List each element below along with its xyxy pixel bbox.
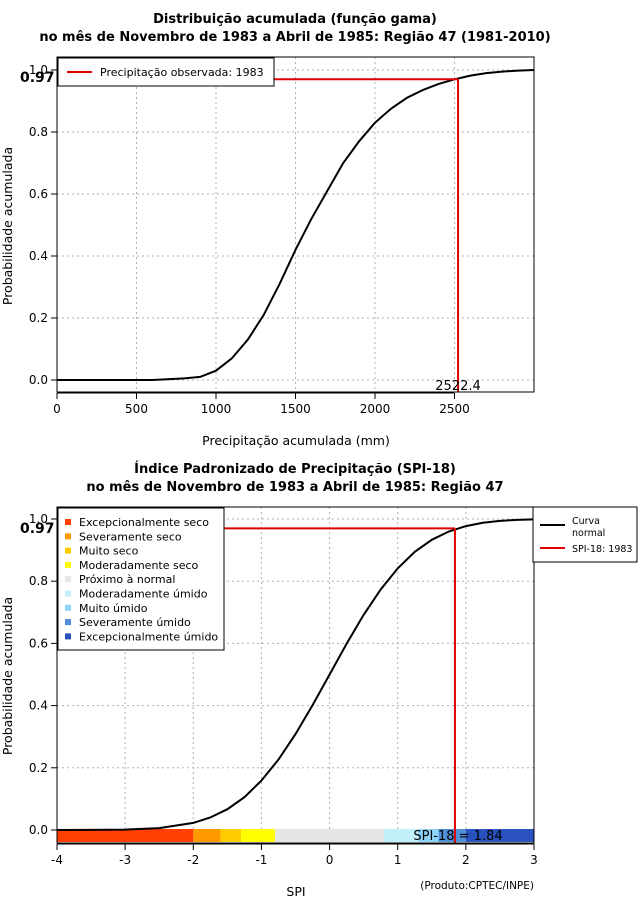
chart-2-xtick-label-4: 0 [326, 853, 334, 867]
chart-1-ytick-label-0: 0.0 [29, 373, 48, 387]
chart-2-category-label-7: Severamente úmido [79, 616, 191, 629]
chart-2-band-1 [193, 829, 221, 842]
chart-2-band-7 [438, 829, 466, 842]
chart-1-subtitle: no mês de Novembro de 1983 a Abril de 19… [39, 30, 550, 45]
chart-1-series [57, 69, 535, 381]
chart-2-band-8 [465, 829, 534, 842]
chart-2-category-swatch-2 [65, 547, 71, 554]
chart-1-observed-x-label: 2522.4 [435, 379, 481, 394]
chart-2-xlabel: SPI [286, 884, 305, 899]
chart-2-curve-legend-box [532, 506, 638, 563]
chart-2-xtick-label-5: 1 [394, 853, 402, 867]
chart-2-ytick-label-4: 0.8 [29, 574, 48, 588]
chart-1-ytick-label-4: 0.8 [29, 125, 48, 139]
chart-2-category-label-8: Excepcionalmente úmido [79, 630, 218, 643]
chart-2-series-line-0 [56, 518, 535, 831]
chart-1-series-line-0 [57, 69, 535, 381]
chart-2-xtick-label-2: -2 [187, 853, 199, 867]
chart-2-ylabel: Probabilidade acumulada [0, 597, 15, 755]
chart-2-band-2 [220, 829, 241, 842]
chart-2-curve-legend: Curva normal SPI-18: 1983 [532, 506, 638, 563]
chart-2-category-swatch-0 [65, 519, 71, 525]
chart-1-legend-box [57, 57, 275, 87]
chart-1-observed-lines [57, 78, 460, 392]
chart-2-category-label-0: Excepcionalmente seco [79, 516, 209, 529]
chart-2-category-swatch-3 [65, 561, 71, 568]
chart-2-category-swatch-7 [65, 619, 71, 626]
chart-1-grid [56, 57, 534, 392]
chart-2-band-3 [240, 829, 276, 842]
chart-1-xtick-label-5: 2500 [439, 402, 470, 416]
chart-2-ytick-label-1: 0.2 [29, 761, 48, 775]
chart-2-band-4 [275, 829, 385, 842]
chart-2-band-5 [384, 829, 419, 842]
chart-2-category-swatch-6 [65, 604, 71, 611]
chart-2-ytick-label-3: 0.6 [29, 636, 48, 650]
chart-2-band-6 [418, 829, 439, 842]
chart-2-band-0 [57, 829, 194, 842]
chart-2-series [56, 518, 535, 831]
chart-1-xtick-label-4: 2000 [360, 402, 391, 416]
chart-1-ytick-label-2: 0.4 [29, 249, 48, 263]
chart-2-plot-frame [56, 506, 535, 844]
chart-1-title: Distribuição acumulada (função gama) [153, 12, 437, 27]
chart-2-category-bands [57, 829, 534, 842]
chart-2-legend-curve-label-1: Curva [572, 516, 600, 527]
chart-2-ytick-label-0: 0.0 [29, 823, 48, 837]
chart-1-plot-frame [56, 56, 535, 393]
chart-2-observed-y-label: 0.97 [20, 521, 55, 537]
chart-1-y-ticks: 0.0 0.2 0.4 0.6 0.8 1.0 [29, 63, 57, 387]
chart-1-legend: Precipitação observada: 1983 [57, 57, 275, 87]
chart-1-xlabel: Precipitação acumulada (mm) [202, 433, 390, 448]
footer-credit: (Produto:CPTEC/INPE) [420, 880, 534, 892]
chart-2-xtick-label-3: -1 [255, 853, 267, 867]
chart-2-category-label-2: Muito seco [79, 545, 139, 558]
chart-1-ytick-label-3: 0.6 [29, 187, 48, 201]
chart-2-xtick-label-6: 2 [462, 853, 470, 867]
chart-2-category-swatch-8 [65, 633, 71, 640]
chart-2-y-ticks: 0.0 0.2 0.4 0.6 0.8 1.0 [29, 512, 57, 837]
chart-1-xtick-label-3: 1500 [280, 402, 311, 416]
chart-2: Índice Padronizado de Precipitação (SPI-… [0, 461, 638, 899]
chart-2-category-label-1: Severamente seco [79, 530, 182, 543]
chart-2-xtick-label-0: -4 [51, 853, 63, 867]
chart-2-legend-spi-label: SPI-18: 1983 [572, 544, 632, 555]
chart-1-x-ticks: 0 500 1000 1500 2000 2500 [53, 392, 470, 416]
chart-2-category-swatch-5 [65, 590, 71, 597]
chart-2-xtick-label-7: 3 [530, 853, 538, 867]
chart-2-ytick-label-2: 0.4 [29, 699, 48, 713]
chart-1-ytick-label-5: 1.0 [29, 63, 48, 77]
chart-2-xtick-label-1: -3 [119, 853, 131, 867]
chart-2-title: Índice Padronizado de Precipitação (SPI-… [134, 461, 456, 477]
chart-1-ylabel: Probabilidade acumulada [0, 147, 15, 305]
chart-2-legend-curve-label-2: normal [572, 528, 605, 539]
chart-2-category-label-4: Próximo à normal [79, 573, 175, 586]
chart-1-xtick-label-2: 1000 [201, 402, 232, 416]
chart-2-observed-label: SPI-18 = 1.84 [413, 829, 502, 844]
chart-1: Distribuição acumulada (função gama) no … [0, 12, 551, 448]
chart-1-xtick-label-0: 0 [53, 402, 61, 416]
chart-2-category-swatch-4 [65, 576, 71, 583]
chart-1-ytick-label-1: 0.2 [29, 311, 48, 325]
chart-2-category-label-3: Moderadamente seco [79, 559, 199, 572]
chart-1-legend-label: Precipitação observada: 1983 [100, 66, 264, 79]
chart-2-category-label-6: Muito úmido [79, 602, 148, 615]
chart-2-ytick-label-5: 1.0 [29, 512, 48, 526]
chart-2-category-swatch-1 [65, 533, 71, 540]
chart-2-subtitle: no mês de Novembro de 1983 a Abril de 19… [86, 480, 503, 495]
chart-2-category-label-5: Moderadamente úmido [79, 588, 208, 601]
chart-1-observed-y-label: 0.97 [20, 70, 55, 86]
chart-2-categories-legend-box [57, 507, 225, 651]
chart-1-xtick-label-1: 500 [125, 402, 148, 416]
chart-2-x-ticks: -4 -3 -2 -1 0 1 2 3 [51, 843, 538, 867]
